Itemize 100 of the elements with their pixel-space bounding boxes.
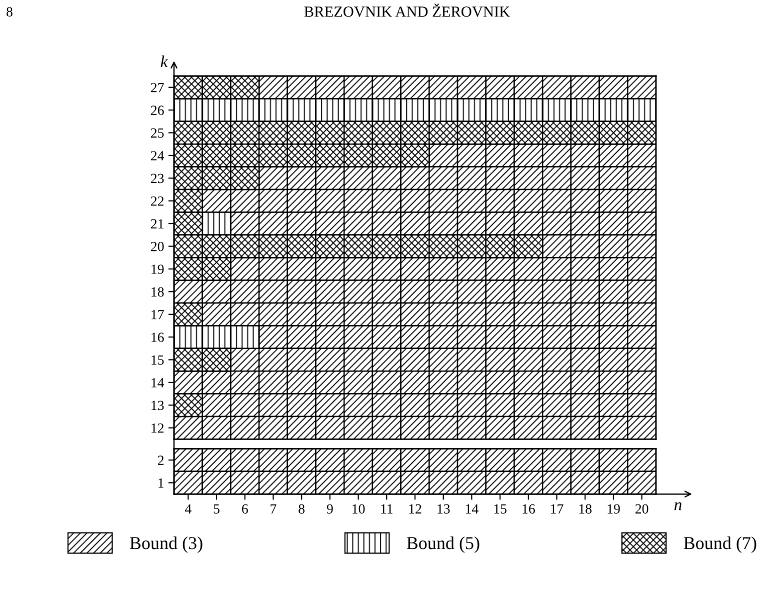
x-tick-label: 5: [214, 504, 220, 514]
y-tick-label: 17: [152, 310, 164, 320]
y-tick-label: 15: [152, 355, 164, 365]
x-tick-label: 19: [608, 504, 620, 514]
point: [174, 302, 203, 326]
y-tick-label: 16: [152, 332, 164, 342]
point: [174, 325, 203, 350]
point: [230, 76, 260, 100]
point: [202, 256, 232, 281]
point: [174, 76, 203, 100]
y-tick-label: 26: [151, 106, 164, 116]
point: [258, 98, 288, 122]
point: [627, 98, 656, 122]
y-tick-label: 20: [151, 242, 164, 252]
point: [514, 120, 544, 145]
y-tick-label: 22: [151, 196, 164, 206]
point: [372, 143, 402, 168]
point: [286, 143, 316, 168]
y-tick-label: 1: [158, 478, 164, 488]
x-tick-label: 20: [635, 504, 648, 514]
y-tick-label: 19: [152, 264, 164, 274]
point: [315, 143, 345, 168]
legend-label: Bound (7): [684, 536, 756, 553]
point: [456, 120, 487, 145]
x-tick-label: 18: [579, 504, 592, 514]
y-tick-label: 21: [151, 219, 164, 228]
x-tick-label: 10: [352, 504, 365, 514]
text: BREZOVNIK AND ŽEROVNIK: [304, 4, 510, 17]
x-tick-label: 15: [494, 504, 506, 514]
point: [400, 98, 430, 122]
point: [174, 143, 203, 168]
x-tick-label: 6: [242, 504, 248, 514]
point: [202, 98, 232, 122]
point: [174, 188, 203, 213]
point: [174, 348, 203, 372]
point: [343, 120, 374, 145]
point: [542, 120, 572, 145]
point: [286, 234, 316, 258]
point: [343, 98, 374, 122]
point: [230, 98, 260, 122]
y-tick-label: 23: [151, 174, 164, 184]
x-tick-label: 14: [466, 504, 478, 514]
point: [315, 98, 345, 122]
point: [258, 143, 288, 168]
x-tick-label: 13: [438, 504, 450, 514]
point: [343, 234, 374, 258]
text: 8: [6, 7, 12, 16]
x-tick-label: 17: [551, 504, 564, 514]
x-tick-label: 12: [409, 504, 422, 514]
point: [400, 143, 430, 168]
y-tick-label: 2: [158, 456, 164, 465]
point: [230, 234, 260, 258]
x-tick-label: 4: [184, 504, 192, 514]
y-tick-label: 12: [152, 423, 164, 433]
point: [514, 98, 544, 122]
point: [202, 212, 232, 236]
point: [174, 393, 203, 418]
point: [456, 234, 487, 258]
point: [286, 98, 316, 122]
y-tick-label: 25: [151, 128, 164, 138]
point: [456, 98, 487, 122]
point: [230, 325, 260, 350]
point: [627, 120, 656, 145]
point: [343, 143, 374, 168]
y-tick-label: 24: [151, 151, 164, 160]
point: [485, 98, 515, 122]
point: [174, 120, 203, 145]
point: [230, 166, 260, 190]
y-tick-label: 14: [152, 378, 164, 388]
point: [174, 234, 203, 258]
point: [428, 120, 458, 145]
point: [174, 256, 203, 281]
point: [202, 325, 232, 350]
y-tick-label: 27: [151, 82, 164, 92]
point: [542, 98, 572, 122]
point: [230, 143, 260, 168]
point: [372, 120, 402, 145]
y-tick-label: 18: [152, 287, 164, 297]
x-tick-label: 9: [326, 504, 333, 514]
x-tick-label: 8: [298, 504, 305, 514]
x-tick-label: 16: [522, 504, 535, 514]
point: [174, 212, 203, 236]
point: [570, 120, 600, 145]
y-tick-label: 13: [152, 400, 164, 410]
legend-label: Bound (3): [130, 536, 202, 553]
point: [372, 98, 402, 122]
point: [372, 234, 402, 258]
point: [174, 166, 203, 190]
y-axis-title: k: [160, 55, 168, 68]
point: [598, 98, 628, 122]
x-tick-label: 7: [270, 504, 276, 514]
point: [286, 120, 316, 145]
point: [428, 98, 458, 122]
point: [174, 98, 203, 122]
point: [570, 98, 600, 122]
point: [258, 234, 288, 258]
x-axis-title: n: [674, 502, 682, 510]
legend-label: Bound (5): [406, 536, 480, 553]
point: [428, 234, 458, 258]
point: [514, 234, 544, 258]
